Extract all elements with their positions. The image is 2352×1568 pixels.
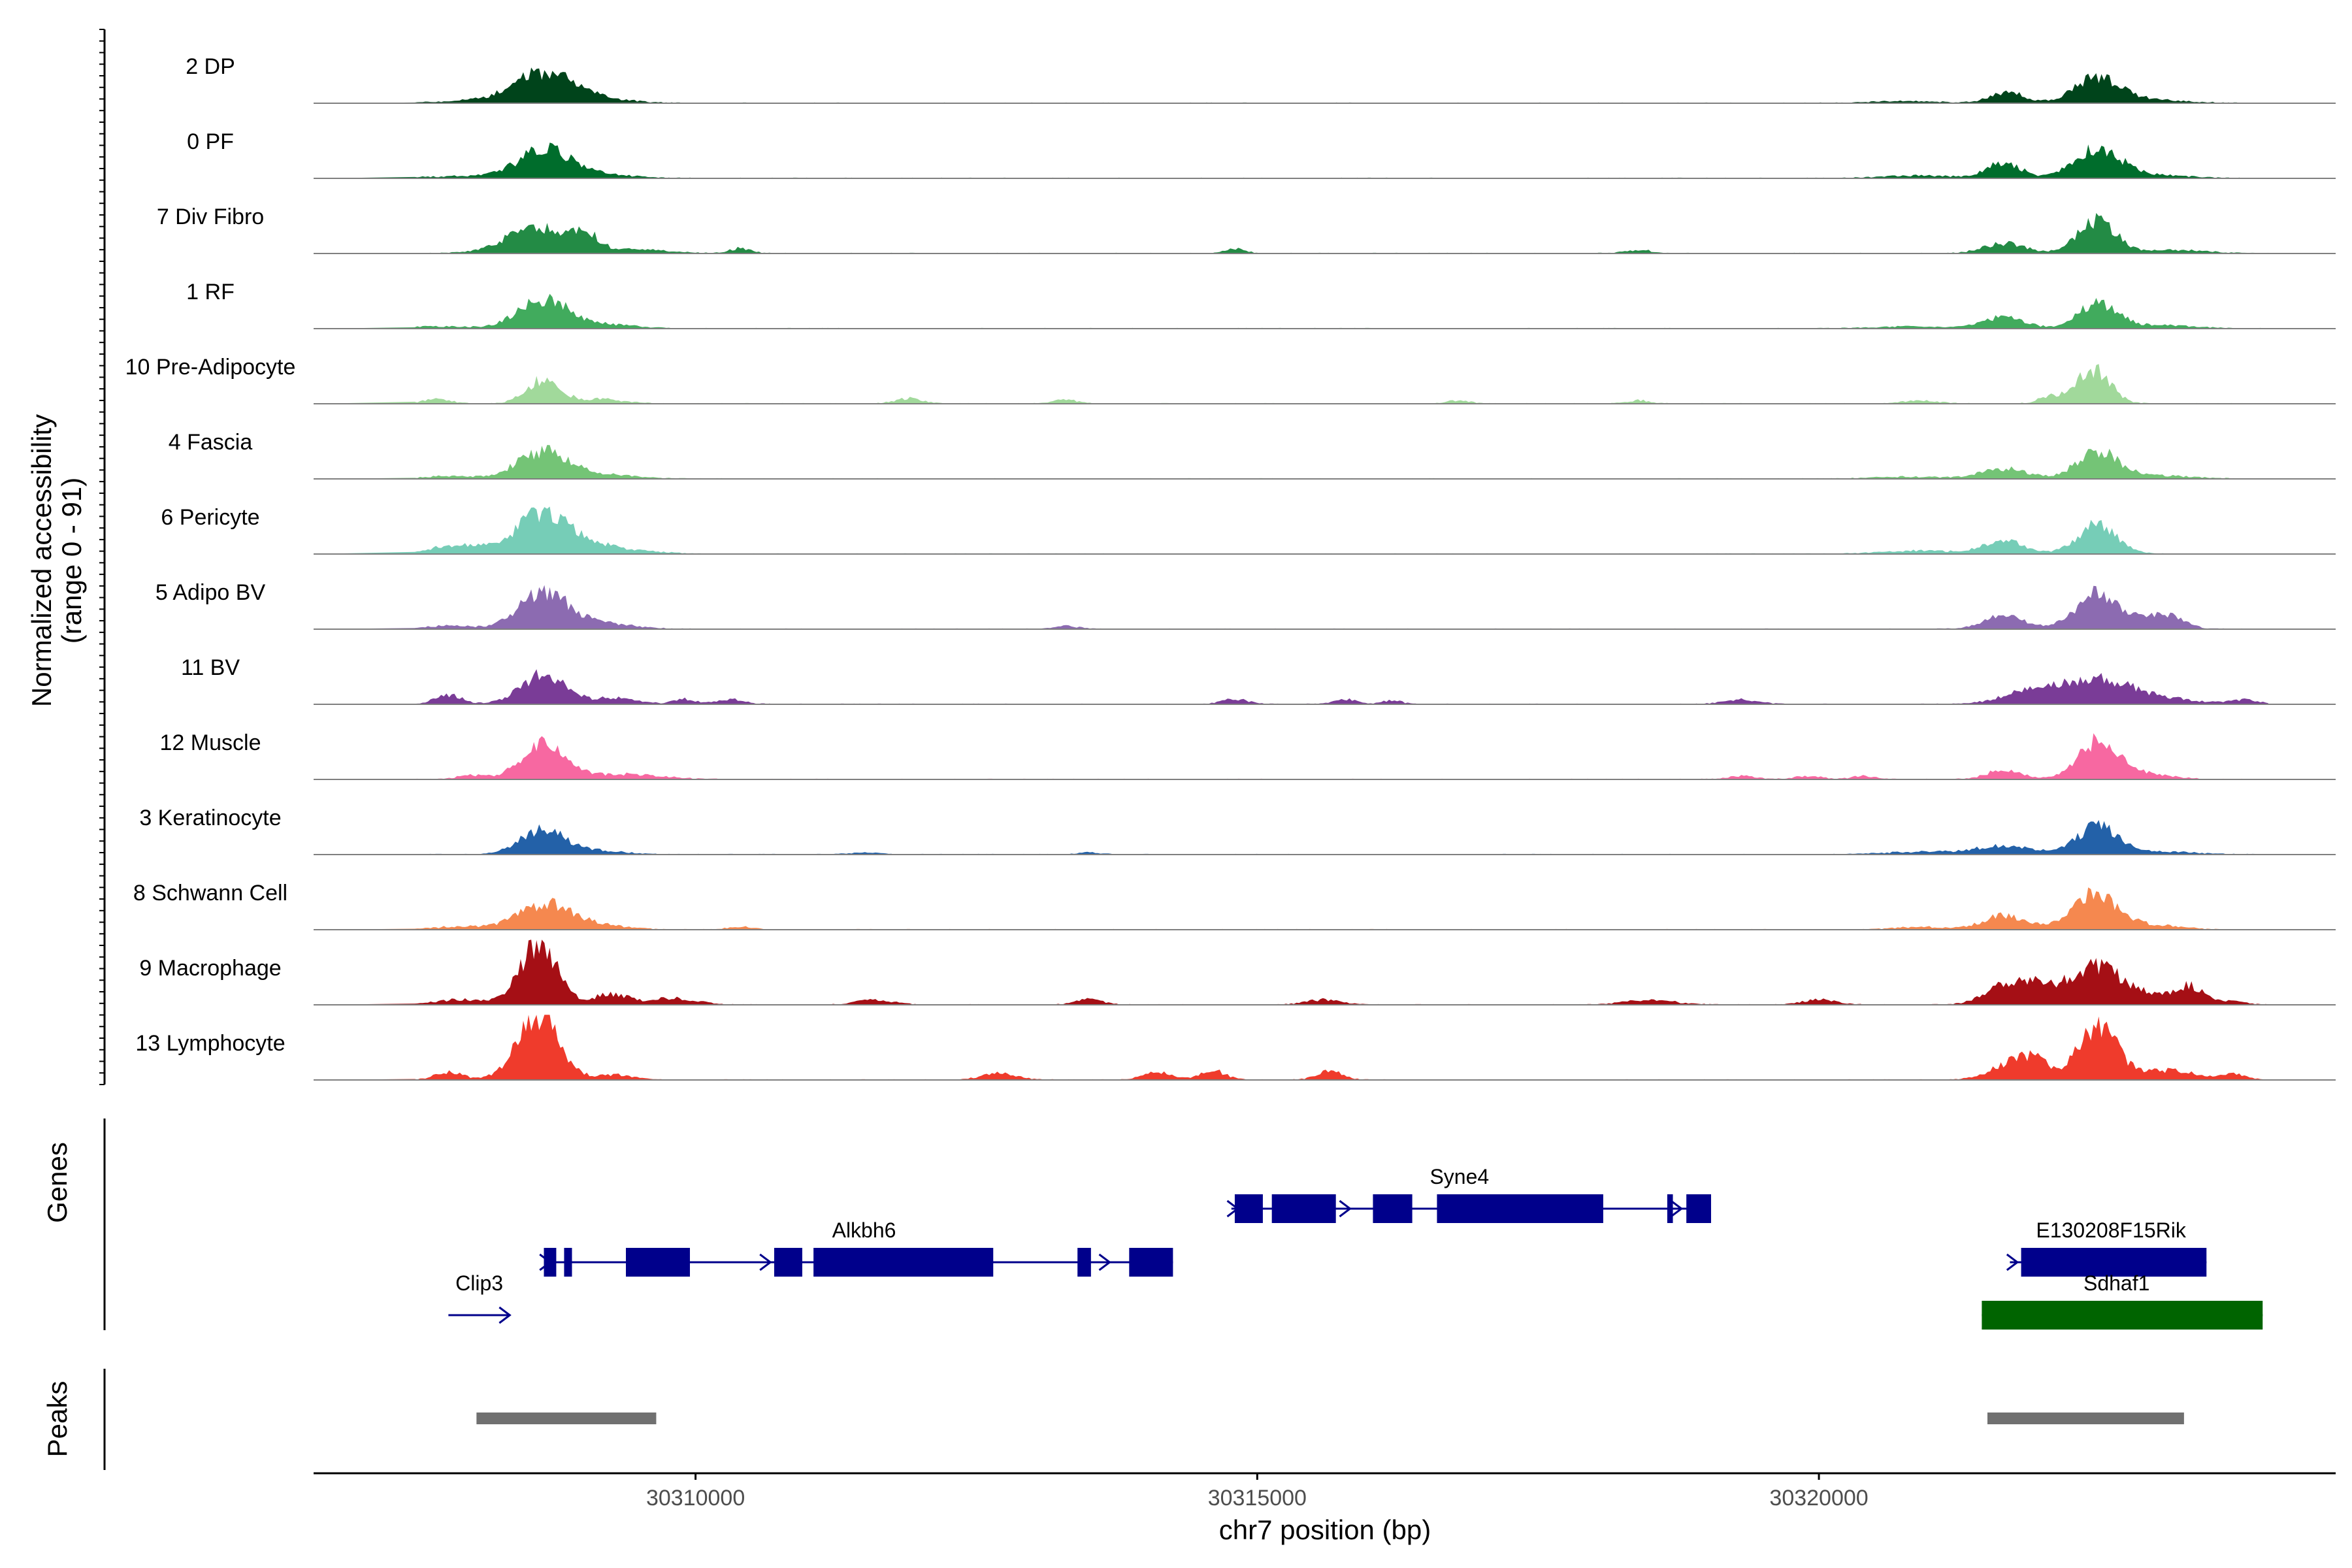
track-12: 8 Schwann Cell: [133, 881, 2336, 930]
gene-exon: [1271, 1194, 1336, 1223]
strand-arrow: [498, 1306, 512, 1324]
gene-Sdhaf1: Sdhaf1: [1982, 1271, 2263, 1330]
coverage-area-7: [314, 506, 2268, 554]
coverage-area-12: [314, 887, 2268, 930]
coverage-area-10: [314, 733, 2268, 779]
gene-exon: [1667, 1194, 1673, 1223]
track-6: 4 Fascia: [169, 430, 2336, 480]
track-10: 12 Muscle: [160, 730, 2336, 780]
y-axis-title-line2: (range 0 - 91): [56, 478, 87, 644]
gene-exon: [1373, 1194, 1413, 1223]
gene-exon: [1982, 1301, 2263, 1330]
track-label: 1 RF: [186, 280, 235, 304]
track-label: 2 DP: [186, 54, 235, 79]
strand-arrow: [1226, 1200, 1240, 1218]
track-label: 4 Fascia: [169, 430, 253, 455]
track-label: 10 Pre-Adipocyte: [125, 355, 296, 380]
y-axis: Normalized accessibility (range 0 - 91): [26, 29, 106, 1085]
track-4: 1 RF: [186, 280, 2336, 329]
x-tick-label: 30320000: [1769, 1486, 1868, 1511]
gene-exon: [1686, 1194, 1711, 1223]
track-9: 11 BV: [181, 655, 2336, 705]
track-8: 5 Adipo BV: [155, 580, 2336, 630]
track-label: 0 PF: [187, 129, 234, 154]
track-1: 2 DP: [186, 54, 2336, 104]
track-label: 7 Div Fibro: [157, 204, 264, 229]
gene-Syne4: Syne4: [1226, 1165, 1711, 1223]
track-14: 13 Lymphocyte: [135, 1015, 2336, 1081]
track-label: 11 BV: [181, 655, 240, 680]
peaks-panel-label: Peaks: [42, 1381, 73, 1458]
coverage-area-6: [314, 445, 2268, 479]
x-tick-label: 30315000: [1208, 1486, 1307, 1511]
gene-exon: [626, 1248, 691, 1277]
coverage-area-14: [314, 1015, 2268, 1080]
gene-label: Sdhaf1: [2083, 1271, 2149, 1295]
x-axis-title: chr7 position (bp): [1219, 1514, 1431, 1545]
gene-exon: [1234, 1194, 1263, 1223]
strand-arrow: [759, 1253, 772, 1271]
track-label: 9 Macrophage: [139, 956, 281, 981]
coverage-area-9: [314, 669, 2268, 704]
coverage-area-3: [314, 213, 2268, 253]
coverage-tracks: 2 DP 0 PF 7 Div Fibro 1 RF 10 Pre-Adipocyte 4…: [125, 54, 2336, 1081]
track-7: 6 Pericyte: [161, 505, 2336, 555]
track-label: 8 Schwann Cell: [133, 881, 287, 906]
track-3: 7 Div Fibro: [157, 204, 2336, 254]
track-5: 10 Pre-Adipocyte: [125, 355, 2336, 404]
gene-exon: [1437, 1194, 1603, 1223]
strand-arrow: [1670, 1200, 1684, 1218]
coverage-area-8: [314, 585, 2268, 629]
gene-label: Syne4: [1429, 1165, 1489, 1188]
track-label: 6 Pericyte: [161, 505, 259, 530]
coverage-area-11: [314, 820, 2268, 855]
gene-label: Clip3: [455, 1271, 503, 1295]
gene-Clip3: Clip3: [448, 1271, 512, 1324]
gene-label: Alkbh6: [832, 1218, 896, 1242]
coverage-area-13: [314, 939, 2268, 1005]
track-label: 13 Lymphocyte: [135, 1031, 285, 1056]
peaks-panel: Peaks: [42, 1369, 2184, 1470]
strand-arrow: [1339, 1200, 1352, 1218]
gene-label: E130208F15Rik: [2036, 1218, 2186, 1242]
genes-panel: Genes Clip3 Alkbh6 Syne4 E130208F15Rik Sdhaf…: [42, 1119, 2263, 1330]
coverage-area-5: [314, 364, 2268, 404]
gene-exon: [564, 1248, 572, 1277]
track-13: 9 Macrophage: [139, 939, 2336, 1005]
strand-arrow: [539, 1253, 552, 1271]
track-label: 12 Muscle: [160, 730, 261, 755]
y-axis-title-line1: Normalized accessibility: [26, 414, 57, 707]
gene-exon: [1077, 1248, 1091, 1277]
peak-region: [476, 1413, 657, 1424]
x-tick-label: 30310000: [646, 1486, 745, 1511]
track-label: 3 Keratinocyte: [139, 806, 281, 830]
genes-panel-label: Genes: [42, 1142, 73, 1223]
strand-arrow: [2006, 1253, 2019, 1271]
track-label: 5 Adipo BV: [155, 580, 266, 605]
gene-exon: [1129, 1248, 1173, 1277]
x-axis: chr7 position (bp) 30310000 30315000 30320…: [314, 1472, 2336, 1545]
gene-exon: [813, 1248, 994, 1277]
gene-Alkbh6: Alkbh6: [539, 1218, 1173, 1277]
coverage-area-2: [314, 142, 2268, 178]
strand-arrow: [1098, 1253, 1111, 1271]
coverage-area-1: [314, 67, 2268, 103]
coverage-area-4: [314, 293, 2268, 329]
gene-exon: [774, 1248, 802, 1277]
gene-E130208F15Rik: E130208F15Rik: [2006, 1218, 2207, 1277]
track-11: 3 Keratinocyte: [139, 806, 2336, 855]
peak-region: [1987, 1413, 2184, 1424]
track-2: 0 PF: [187, 129, 2336, 179]
gene-exon: [2021, 1248, 2207, 1277]
